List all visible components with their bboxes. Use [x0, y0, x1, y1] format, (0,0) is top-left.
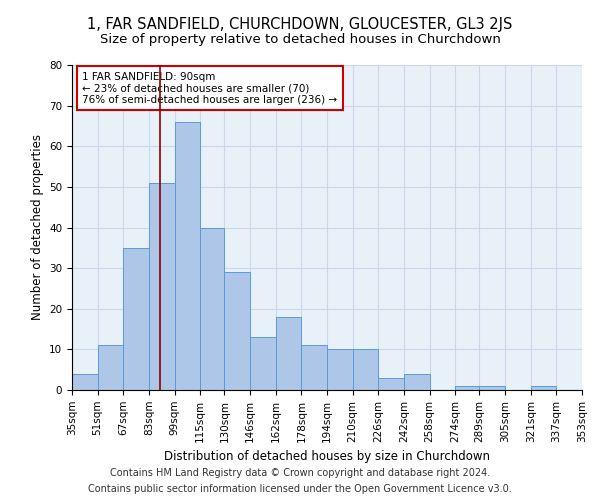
Bar [379, 378, 404, 390]
Bar [175, 122, 200, 390]
Y-axis label: Number of detached properties: Number of detached properties [31, 134, 44, 320]
Bar [455, 386, 479, 390]
Bar [224, 272, 250, 390]
Bar [98, 346, 124, 390]
Bar [72, 374, 98, 390]
Bar [353, 350, 379, 390]
Bar [250, 337, 275, 390]
Bar [301, 346, 327, 390]
Text: Contains public sector information licensed under the Open Government Licence v3: Contains public sector information licen… [88, 484, 512, 494]
Bar [530, 386, 556, 390]
Bar [479, 386, 505, 390]
Text: Contains HM Land Registry data © Crown copyright and database right 2024.: Contains HM Land Registry data © Crown c… [110, 468, 490, 477]
Bar [124, 248, 149, 390]
Bar [200, 228, 224, 390]
Text: Size of property relative to detached houses in Churchdown: Size of property relative to detached ho… [100, 32, 500, 46]
Text: 1 FAR SANDFIELD: 90sqm
← 23% of detached houses are smaller (70)
76% of semi-det: 1 FAR SANDFIELD: 90sqm ← 23% of detached… [82, 72, 337, 104]
Bar [327, 350, 353, 390]
Text: 1, FAR SANDFIELD, CHURCHDOWN, GLOUCESTER, GL3 2JS: 1, FAR SANDFIELD, CHURCHDOWN, GLOUCESTER… [88, 18, 512, 32]
Bar [149, 183, 175, 390]
Bar [275, 317, 301, 390]
Bar [404, 374, 430, 390]
X-axis label: Distribution of detached houses by size in Churchdown: Distribution of detached houses by size … [164, 450, 490, 463]
